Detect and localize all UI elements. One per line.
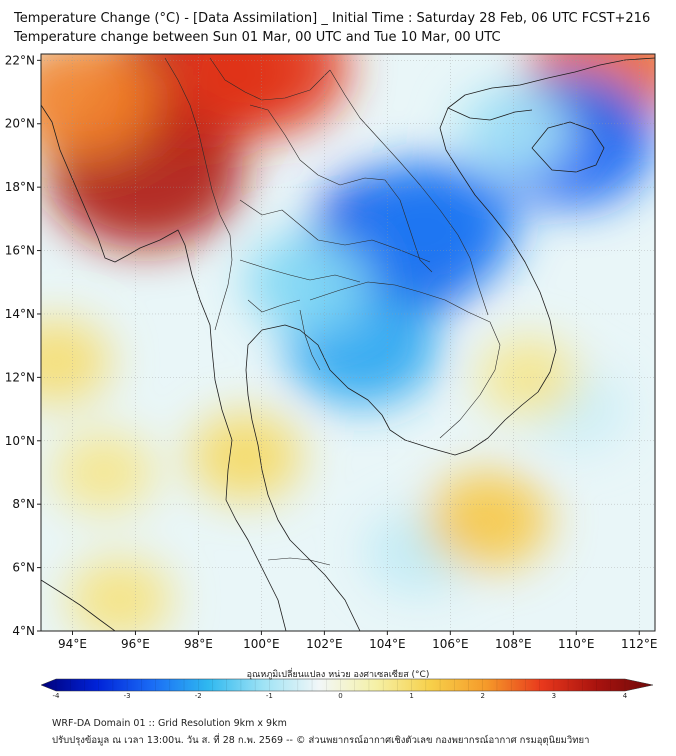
lat-label-4: 4°N bbox=[12, 624, 35, 638]
thailand-laos-border bbox=[249, 104, 433, 273]
cb-label-3: 3 bbox=[552, 692, 556, 700]
lon-label-94: 94°E bbox=[58, 637, 87, 651]
anomaly-warm-north-border bbox=[174, 54, 349, 136]
model-info: WRF-DA Domain 01 :: Grid Resolution 9km … bbox=[52, 718, 287, 729]
hainan-coastline bbox=[531, 121, 605, 173]
lon-label-102: 102°E bbox=[306, 637, 343, 651]
cb-label-0: 0 bbox=[338, 692, 342, 700]
lat-label-6: 6°N bbox=[12, 561, 35, 575]
map-subtitle: Temperature change between Sun 01 Mar, 0… bbox=[14, 30, 501, 45]
anomaly-cold-central-laos bbox=[351, 159, 518, 291]
cb-label-2: 2 bbox=[481, 692, 485, 700]
lat-label-14: 14°N bbox=[5, 307, 35, 321]
peninsula-west-coastline bbox=[225, 439, 287, 631]
lat-label-18: 18°N bbox=[5, 180, 35, 194]
myanmar-china-border bbox=[209, 57, 331, 101]
tonkin-coastline bbox=[447, 107, 533, 121]
malaysia-thailand-border bbox=[267, 557, 331, 566]
anomaly-mild-andaman bbox=[53, 432, 155, 513]
lat-label-10: 10°N bbox=[5, 434, 35, 448]
cambodia-border bbox=[309, 281, 501, 439]
anomaly-mild-peninsula bbox=[189, 412, 302, 502]
cb-label--3: -3 bbox=[124, 692, 131, 700]
lon-label-104: 104°E bbox=[369, 637, 406, 651]
colorbar: -4 -3 -2 -1 0 1 2 3 4 bbox=[40, 678, 654, 700]
lat-label-16: 16°N bbox=[5, 244, 35, 258]
lon-label-106: 106°E bbox=[432, 637, 469, 651]
plot-frame bbox=[40, 53, 656, 632]
anomaly-mild-east-cambodia bbox=[478, 336, 580, 418]
lat-label-12: 12°N bbox=[5, 370, 35, 384]
lon-label-96: 96°E bbox=[121, 637, 150, 651]
cb-label-4: 4 bbox=[623, 692, 628, 700]
thailand-provinces-c bbox=[247, 299, 301, 313]
coastline-layer bbox=[41, 57, 655, 631]
colorbar-body bbox=[40, 678, 654, 692]
cb-label--1: -1 bbox=[266, 692, 273, 700]
mekong-delta-coastline bbox=[404, 57, 655, 456]
laos-vietnam-border bbox=[329, 69, 489, 316]
colorbar-segments bbox=[55, 679, 626, 691]
myanmar-thailand-border bbox=[164, 57, 233, 331]
lon-label-110: 110°E bbox=[558, 637, 595, 651]
map-title: Temperature Change (°C) - [Data Assimila… bbox=[14, 11, 651, 26]
thailand-provinces-a bbox=[239, 199, 431, 263]
thailand-provinces-b bbox=[239, 259, 361, 283]
lon-label-112: 112°E bbox=[621, 637, 658, 651]
gulf-of-thailand-coastline bbox=[245, 324, 406, 631]
cb-label-1: 1 bbox=[409, 692, 413, 700]
update-credit: ปรับปรุงข้อมูล ณ เวลา 13:00น. วัน ส. ที่… bbox=[52, 735, 590, 746]
anomaly-cold-central-thailand bbox=[245, 232, 373, 333]
myanmar-west-coastline bbox=[41, 104, 233, 441]
colorbar-ticks: -4 -3 -2 -1 0 1 2 3 4 bbox=[53, 692, 628, 700]
lat-label-22: 22°N bbox=[5, 53, 35, 67]
lat-label-20: 20°N bbox=[5, 117, 35, 131]
thailand-cambodia-border bbox=[299, 309, 321, 371]
axis-ticks: 22°N 20°N 18°N 16°N 14°N 12°N 10°N 8°N 6°N 4°N 94°… bbox=[5, 53, 658, 651]
anomaly-mild-sw-corner bbox=[41, 318, 112, 405]
anomaly-warm-myanmar-west-coast bbox=[41, 54, 158, 159]
cb-label--2: -2 bbox=[195, 692, 202, 700]
anomaly-layer bbox=[41, 54, 655, 631]
border-layer bbox=[164, 57, 501, 566]
lat-label-8: 8°N bbox=[12, 497, 35, 511]
lon-label-100: 100°E bbox=[243, 637, 280, 651]
lon-label-108: 108°E bbox=[495, 637, 532, 651]
anomaly-cold-gulf-tonkin bbox=[455, 84, 572, 177]
anomaly-mild-andaman-south bbox=[67, 557, 173, 631]
lon-label-98: 98°E bbox=[184, 637, 213, 651]
cb-label--4: -4 bbox=[53, 692, 61, 700]
anomaly-mild-south-gulf bbox=[426, 471, 550, 569]
sumatra-coastline bbox=[41, 579, 116, 631]
colorbar-title: อุณหภูมิเปลี่ยนแปลง หน่วย องศาเซลเซียส (… bbox=[246, 670, 430, 680]
